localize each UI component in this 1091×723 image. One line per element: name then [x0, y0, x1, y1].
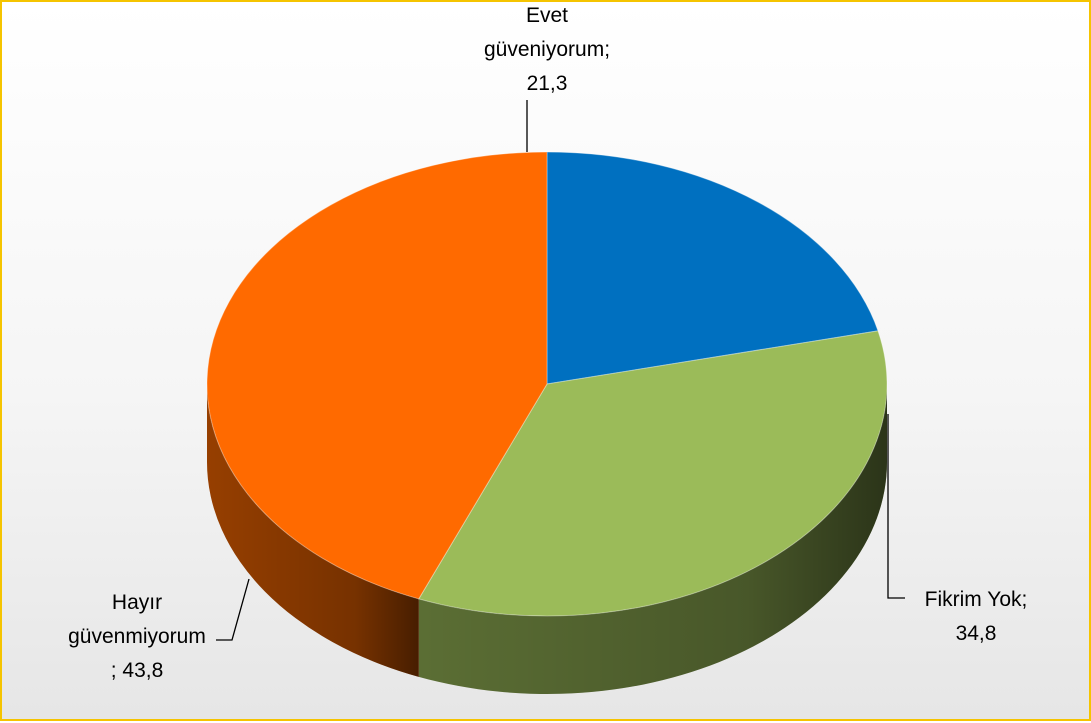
pie-slice-evet — [546, 151, 879, 385]
leader-line-fikrim-yok — [887, 414, 905, 599]
data-label-line: ; 43,8 — [111, 659, 164, 682]
pie-slices — [206, 151, 888, 617]
data-label-line: güveniyorum; — [484, 38, 610, 61]
data-label-line: Fikrim Yok; — [925, 588, 1028, 611]
side-fikrim-yok-shade — [418, 384, 887, 695]
data-labels: Evet güveniyorum; 21,3 Fikrim Yok; 34,8 Hayır… — [68, 4, 1027, 682]
pie-side-walls — [207, 384, 887, 695]
data-label-line: 21,3 — [527, 72, 568, 95]
leader-line-hay-r — [216, 578, 250, 641]
leader-lines — [216, 100, 905, 641]
pie-slice-hay-r — [206, 151, 548, 600]
data-label-evet: Evet güveniyorum; 21,3 — [484, 4, 610, 95]
data-label-hay-r: Hayır güvenmiyorum ; 43,8 — [68, 591, 206, 682]
side-hay-r-shade — [207, 384, 419, 677]
data-label-line: 34,8 — [956, 622, 997, 645]
data-label-fikrim-yok: Fikrim Yok; 34,8 — [925, 588, 1028, 645]
data-label-line: Evet — [526, 4, 568, 27]
data-label-line: Hayır — [112, 591, 162, 614]
pie-slice-fikrim-yok — [417, 330, 888, 617]
data-label-line: güvenmiyorum — [68, 625, 206, 648]
